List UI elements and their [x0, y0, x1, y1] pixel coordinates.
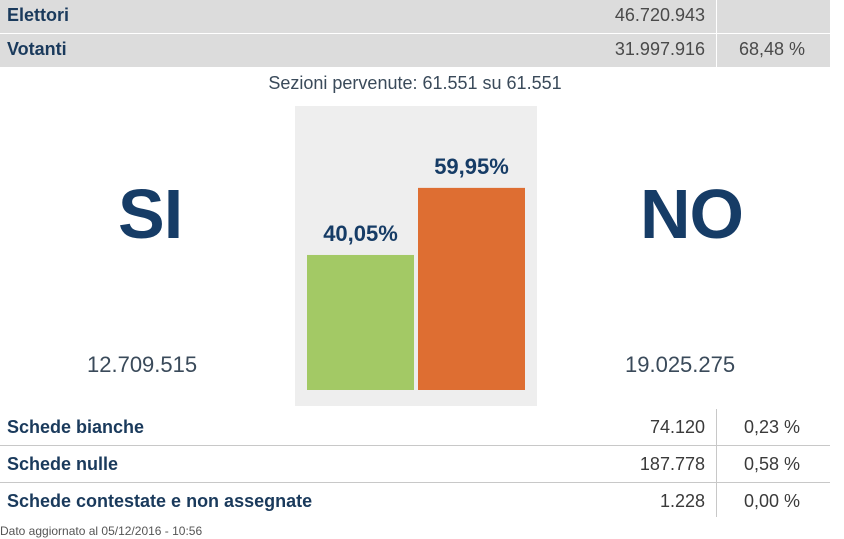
bar-si	[307, 254, 414, 390]
ballots-table: Schede bianche 74.120 0,23 % Schede null…	[0, 409, 830, 519]
si-vote-count: 12.709.515	[87, 352, 198, 377]
row-value: 31.997.916	[614, 39, 705, 59]
turnout-row-votanti: Votanti 31.997.916 68,48 %	[0, 33, 830, 67]
row-percent: 0,58 %	[743, 454, 800, 474]
row-value: 74.120	[649, 417, 705, 437]
ballots-row-nulle: Schede nulle 187.778 0,58 %	[0, 446, 830, 483]
result-bar-chart: 40,05% 59,95%	[307, 154, 525, 390]
si-label: SI	[118, 175, 183, 253]
row-value: 187.778	[639, 454, 705, 474]
turnout-row-elettori: Elettori 46.720.943	[0, 0, 830, 33]
row-label: Elettori	[7, 5, 70, 25]
bar-no	[418, 187, 525, 390]
row-label: Schede contestate e non assegnate	[7, 491, 313, 511]
row-percent: 0,00 %	[743, 491, 800, 511]
turnout-table: Elettori 46.720.943 Votanti 31.997.916 6…	[0, 0, 830, 67]
last-updated: Dato aggiornato al 05/12/2016 - 10:56	[0, 524, 203, 538]
sections-status: Sezioni pervenute: 61.551 su 61.551	[268, 73, 562, 93]
no-label: NO	[640, 175, 744, 253]
result-chart-panel: 40,05% 59,95%	[295, 106, 537, 406]
row-label: Schede bianche	[7, 417, 145, 437]
row-value: 46.720.943	[614, 5, 705, 25]
column-divider	[716, 0, 717, 67]
row-label: Schede nulle	[7, 454, 119, 474]
row-label: Votanti	[7, 39, 67, 59]
row-percent: 68,48 %	[738, 39, 805, 59]
column-divider	[716, 409, 717, 517]
data-label-si: 40,05%	[323, 221, 398, 246]
data-label-no: 59,95%	[434, 154, 509, 179]
row-percent: 0,23 %	[743, 417, 800, 437]
ballots-row-bianche: Schede bianche 74.120 0,23 %	[0, 409, 830, 446]
no-vote-count: 19.025.275	[625, 352, 736, 377]
ballots-row-contestate: Schede contestate e non assegnate 1.228 …	[0, 483, 830, 519]
row-value: 1.228	[659, 491, 705, 511]
